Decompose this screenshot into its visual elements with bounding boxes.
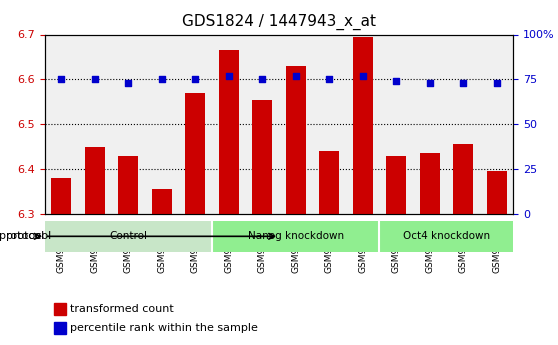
Bar (487, 171, 507, 214)
Bar (246, 34, 279, 214)
Bar (118, 156, 138, 214)
Bar (45, 34, 78, 214)
Bar (420, 154, 440, 214)
Point (90, 77, 99, 82)
Bar (45, 221, 212, 252)
Point (392, 78, 401, 84)
Text: protocol: protocol (6, 231, 51, 241)
Bar (446, 34, 480, 214)
Bar (212, 34, 246, 214)
Bar (212, 221, 379, 252)
Bar (145, 34, 179, 214)
Bar (346, 34, 379, 214)
Point (157, 77, 166, 82)
Text: Control: Control (109, 231, 147, 241)
Bar (54, 322, 66, 334)
Point (492, 80, 501, 86)
Bar (85, 147, 105, 214)
Point (425, 80, 434, 86)
Bar (379, 34, 413, 214)
Bar (312, 34, 346, 214)
Point (191, 77, 200, 82)
Point (291, 73, 300, 79)
Text: transformed count: transformed count (70, 304, 174, 314)
Point (325, 77, 334, 82)
Point (459, 80, 468, 86)
Bar (386, 156, 406, 214)
Bar (54, 303, 66, 315)
Point (258, 77, 267, 82)
Bar (152, 189, 172, 214)
Bar (279, 34, 312, 214)
Bar (379, 221, 513, 252)
Bar (185, 93, 205, 214)
Point (358, 73, 367, 79)
Bar (219, 50, 239, 214)
Bar (413, 34, 446, 214)
Bar (252, 100, 272, 214)
Bar (353, 37, 373, 214)
Text: protocol: protocol (0, 231, 45, 241)
Bar (480, 34, 513, 214)
Bar (453, 145, 473, 214)
Bar (179, 34, 212, 214)
Bar (78, 34, 112, 214)
Point (224, 73, 233, 79)
Text: Nanog knockdown: Nanog knockdown (248, 231, 344, 241)
Bar (286, 66, 306, 214)
Bar (112, 34, 145, 214)
Text: Oct4 knockdown: Oct4 knockdown (403, 231, 490, 241)
Point (124, 80, 133, 86)
Bar (319, 151, 339, 214)
Text: percentile rank within the sample: percentile rank within the sample (70, 323, 258, 333)
Bar (51, 178, 71, 214)
Point (57, 77, 66, 82)
Title: GDS1824 / 1447943_x_at: GDS1824 / 1447943_x_at (182, 14, 376, 30)
